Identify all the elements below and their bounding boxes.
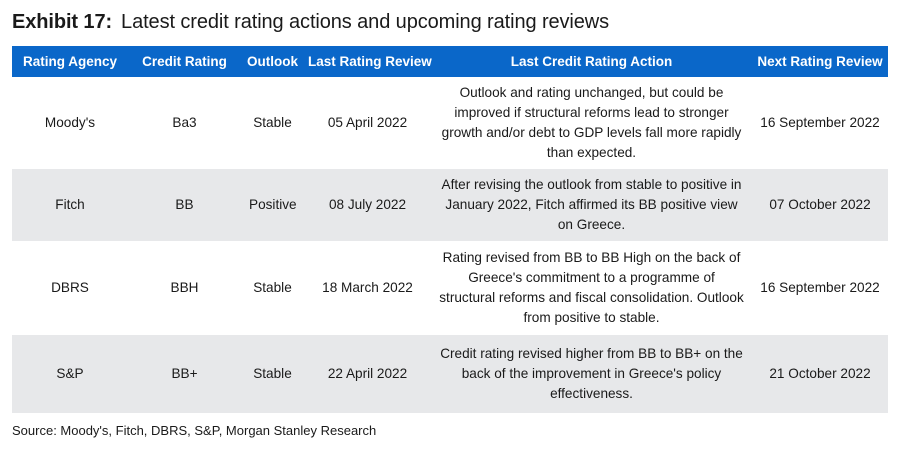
cell-credit-rating: BB xyxy=(128,168,241,242)
exhibit-title: Exhibit 17: Latest credit rating actions … xyxy=(12,9,609,35)
cell-agency: Fitch xyxy=(12,168,128,242)
cell-agency: DBRS xyxy=(12,241,128,335)
cell-last-review: 08 July 2022 xyxy=(304,168,431,242)
table-row-dbrs: DBRS BBH Stable 18 March 2022 Rating rev… xyxy=(12,241,888,335)
table-row-moodys: Moody's Ba3 Stable 05 April 2022 Outlook… xyxy=(12,77,888,169)
cell-next-review: 07 October 2022 xyxy=(752,168,888,242)
ratings-table: Rating Agency Credit Rating Outlook Last… xyxy=(12,46,888,414)
cell-last-review: 05 April 2022 xyxy=(304,77,431,169)
header-next-rating-review: Next Rating Review xyxy=(752,46,888,78)
header-credit-rating: Credit Rating xyxy=(128,46,241,78)
cell-last-action: Rating revised from BB to BB High on the… xyxy=(431,241,752,335)
header-rating-agency: Rating Agency xyxy=(12,46,128,78)
header-last-credit-rating-action: Last Credit Rating Action xyxy=(431,46,752,78)
table-header-row: Rating Agency Credit Rating Outlook Last… xyxy=(12,46,888,78)
cell-outlook: Stable xyxy=(241,241,304,335)
cell-agency: Moody's xyxy=(12,77,128,169)
cell-last-action: After revising the outlook from stable t… xyxy=(431,168,752,242)
header-last-rating-review: Last Rating Review xyxy=(304,46,432,78)
cell-next-review: 16 September 2022 xyxy=(752,77,888,169)
cell-outlook: Stable xyxy=(241,77,304,169)
cell-credit-rating: Ba3 xyxy=(128,77,241,169)
header-outlook: Outlook xyxy=(241,46,304,78)
table-row-fitch: Fitch BB Positive 08 July 2022 After rev… xyxy=(12,168,888,242)
cell-last-review: 18 March 2022 xyxy=(304,241,431,335)
cell-last-review: 22 April 2022 xyxy=(304,334,431,414)
source-note: Source: Moody's, Fitch, DBRS, S&P, Morga… xyxy=(12,423,377,438)
cell-credit-rating: BB+ xyxy=(128,334,241,414)
table-row-sp: S&P BB+ Stable 22 April 2022 Credit rati… xyxy=(12,334,888,414)
cell-agency: S&P xyxy=(12,334,128,414)
cell-credit-rating: BBH xyxy=(128,241,241,335)
cell-next-review: 16 September 2022 xyxy=(752,241,888,335)
cell-outlook: Stable xyxy=(241,334,304,414)
exhibit-title-text: Latest credit rating actions and upcomin… xyxy=(121,11,610,33)
cell-next-review: 21 October 2022 xyxy=(752,334,888,414)
exhibit-label: Exhibit 17: xyxy=(12,11,113,33)
cell-last-action: Credit rating revised higher from BB to … xyxy=(431,334,752,414)
cell-outlook: Positive xyxy=(241,168,304,242)
cell-last-action: Outlook and rating unchanged, but could … xyxy=(431,77,752,169)
